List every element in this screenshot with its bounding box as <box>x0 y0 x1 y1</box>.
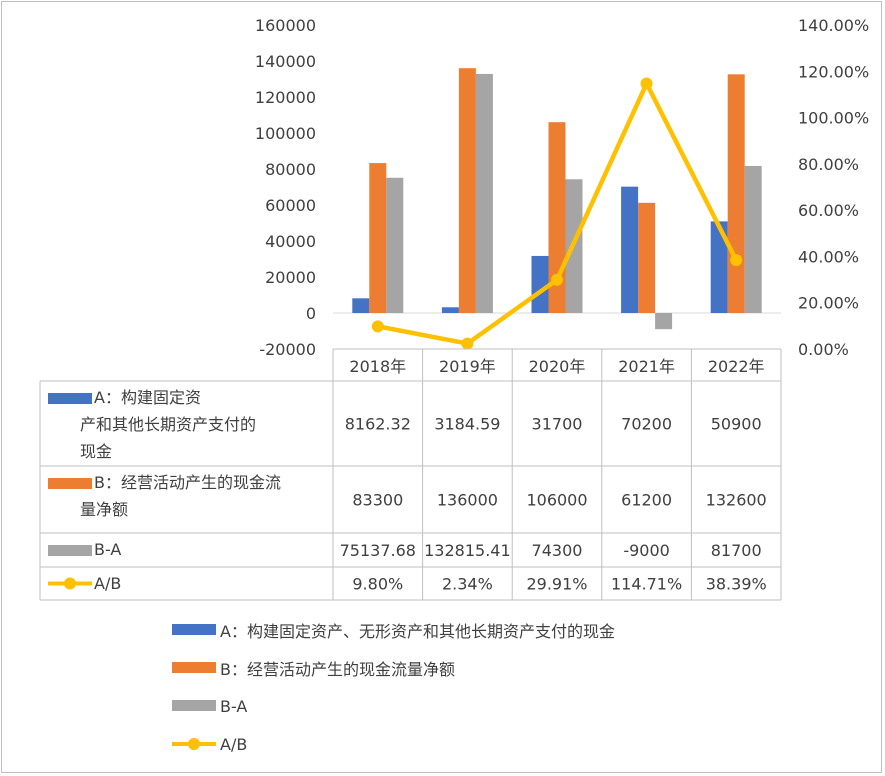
table-row-key-marker <box>64 577 76 590</box>
point-a-over-b-3 <box>640 77 653 90</box>
legend-label-a: A：构建固定资产、无形资产和其他长期资产支付的现金 <box>220 622 615 641</box>
table-cell-2-3: -9000 <box>623 541 670 560</box>
table-cell-2-4: 81700 <box>711 541 762 560</box>
bar-a-4 <box>710 221 728 313</box>
bar-b-minus-a-1 <box>475 73 493 314</box>
table-cell-2-1: 132815.41 <box>424 541 511 560</box>
legend-key-b <box>172 656 216 680</box>
table-cell-3-0: 9.80% <box>352 575 403 594</box>
table-header-2: 2020年 <box>529 357 586 376</box>
legend-item-a-over-b: A/B <box>172 732 247 756</box>
y-left-tick-label: 140000 <box>255 52 316 71</box>
bar-b-4 <box>727 74 745 313</box>
table-row-label-3: A/B <box>94 574 121 593</box>
table-row-key-0 <box>48 393 92 404</box>
legend-label-a-over-b: A/B <box>220 734 248 754</box>
legend-key-b-minus-a <box>172 694 216 718</box>
y-left-tick-label: 160000 <box>255 16 316 35</box>
table-row-label-1: 量净额 <box>80 500 128 519</box>
table-cell-0-1: 3184.59 <box>434 415 500 434</box>
table-cell-0-4: 50900 <box>711 415 762 434</box>
bar-a-2 <box>531 255 549 313</box>
legend-item-b: B：经营活动产生的现金流量净额 <box>172 656 455 680</box>
y-left-tick-label: 0 <box>306 304 316 323</box>
y-left-tick-label: 20000 <box>265 268 316 287</box>
table-cell-1-3: 61200 <box>621 491 672 510</box>
y-right-tick-label: 40.00% <box>798 247 859 266</box>
table-row-label-1: B：经营活动产生的现金流 <box>94 473 281 492</box>
table-row-key-1 <box>48 478 92 489</box>
legend-key-a-over-b <box>172 732 216 756</box>
table-cell-2-0: 75137.68 <box>340 541 416 560</box>
y-left-tick-label: 80000 <box>265 160 316 179</box>
bar-a-3 <box>621 186 639 313</box>
legend-label-b-minus-a: B-A <box>220 696 248 716</box>
table-cell-1-0: 83300 <box>352 491 403 510</box>
table-cell-3-4: 38.39% <box>706 575 767 594</box>
bar-b-minus-a-3 <box>655 313 673 330</box>
table-cell-0-3: 70200 <box>621 415 672 434</box>
table-cell-0-2: 31700 <box>532 415 583 434</box>
table-row-label-0: A：构建固定资 <box>94 388 201 407</box>
y-right-tick-label: 60.00% <box>798 201 859 220</box>
y-left-tick-label: 120000 <box>255 88 316 107</box>
bar-a-1 <box>441 307 459 313</box>
table-header-4: 2022年 <box>708 357 765 376</box>
y-left-tick-label: 60000 <box>265 196 316 215</box>
table-cell-1-2: 106000 <box>526 491 587 510</box>
table-row-label-2: B-A <box>94 540 121 559</box>
table-header-3: 2021年 <box>618 357 675 376</box>
y-right-tick-label: 0.00% <box>798 340 849 359</box>
bar-b-0 <box>369 163 387 313</box>
table-cell-3-1: 2.34% <box>442 575 493 594</box>
table-header-0: 2018年 <box>349 357 406 376</box>
y-right-tick-label: 20.00% <box>798 294 859 313</box>
bar-a-0 <box>352 298 370 313</box>
table-row-label-0: 产和其他长期资产支付的 <box>80 415 256 434</box>
bar-b-minus-a-0 <box>386 177 404 313</box>
bar-b-1 <box>458 68 476 313</box>
bar-b-minus-a-4 <box>744 165 762 313</box>
y-right-tick-label: 120.00% <box>798 62 869 81</box>
table-cell-2-2: 74300 <box>532 541 583 560</box>
y-left-tick-label: 100000 <box>255 124 316 143</box>
y-left-tick-label: 40000 <box>265 232 316 251</box>
legend-item-b-minus-a: B-A <box>172 694 247 718</box>
point-a-over-b-1 <box>461 337 474 350</box>
table-header-1: 2019年 <box>439 357 496 376</box>
y-right-tick-label: 100.00% <box>798 109 869 128</box>
point-a-over-b-0 <box>371 320 384 333</box>
point-a-over-b-4 <box>730 254 743 267</box>
bar-b-3 <box>638 202 656 313</box>
table-cell-3-2: 29.91% <box>526 575 587 594</box>
table-row-key-2 <box>48 545 92 556</box>
legend-label-b: B：经营活动产生的现金流量净额 <box>220 660 455 679</box>
table-cell-3-3: 114.71% <box>611 575 682 594</box>
y-right-tick-label: 80.00% <box>798 155 859 174</box>
legend-item-a: A：构建固定资产、无形资产和其他长期资产支付的现金 <box>172 618 615 642</box>
table-cell-0-0: 8162.32 <box>345 415 411 434</box>
legend-key-a <box>172 618 216 642</box>
table-row-label-0: 现金 <box>80 442 112 461</box>
y-right-tick-label: 140.00% <box>798 16 869 35</box>
y-left-tick-label: -20000 <box>259 340 316 359</box>
point-a-over-b-2 <box>551 273 563 286</box>
table-cell-1-4: 132600 <box>706 491 767 510</box>
table-cell-1-1: 136000 <box>437 491 498 510</box>
